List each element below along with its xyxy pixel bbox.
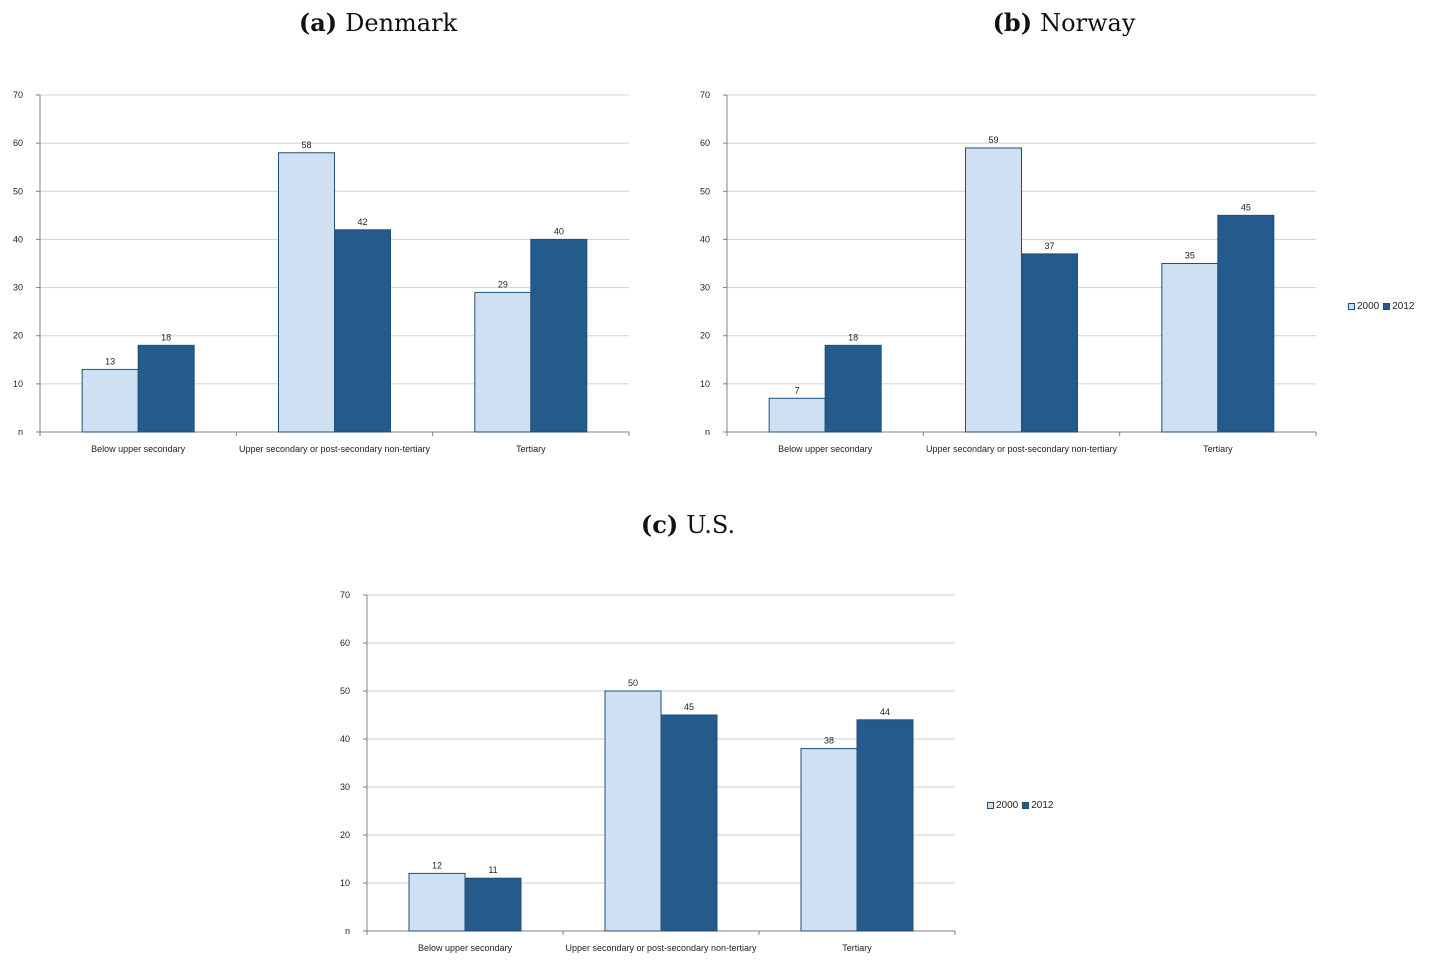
category-label: Upper secondary or post-secondary non-te… [565,943,757,953]
bar-2000 [768,397,826,433]
data-label: 11 [488,865,497,875]
legend-us: 2000 2012 [987,800,1058,811]
bar-2012 [1217,214,1275,433]
y-tick-label: 40 [340,734,350,744]
legend-norway: 2000 2012 [1348,301,1419,312]
bar-2000 [474,291,532,433]
y-tick-label: 10 [340,878,350,888]
data-label: 59 [988,135,998,145]
y-tick-label: 60 [700,138,710,148]
y-tick-label: 50 [13,186,23,196]
y-tick-label: 30 [13,283,23,293]
caption-title: Norway [1040,9,1136,37]
category-label: Below upper secondary [91,444,186,454]
y-tick-label: 40 [13,234,23,244]
data-label: 45 [1241,202,1251,212]
data-label: 44 [880,707,890,717]
bar-2000 [278,152,335,433]
data-label: 42 [357,217,367,227]
caption-title: U.S. [686,511,736,539]
category-label: Tertiary [1203,444,1233,454]
y-tick-label: 60 [13,138,23,148]
data-label: 45 [684,702,694,712]
bar-2012 [334,229,391,433]
data-label: 18 [848,332,858,342]
bar-2012 [530,238,588,433]
y-tick-label: 50 [340,686,350,696]
caption-letter: (a) [298,8,338,37]
y-tick-label: 10 [13,379,23,389]
bar-2000 [604,690,662,932]
legend-item-2000: 2000 [987,800,1018,811]
legend-swatch-2000 [987,802,994,809]
legend-label: 2012 [1031,800,1054,811]
bar-2000 [408,872,466,932]
caption-denmark: (a) Denmark [299,8,457,37]
caption-title: Denmark [345,9,458,37]
legend-swatch-2012 [1022,802,1030,809]
caption-us: (c) U.S. [641,510,735,539]
data-label: 29 [498,279,508,289]
legend-item-2012: 2012 [1022,800,1054,811]
legend-item-2000: 2000 [1348,301,1379,312]
bar-2000 [1161,263,1219,433]
bar-2012 [824,344,882,433]
category-label: Below upper secondary [418,943,513,953]
data-label: 12 [432,860,442,870]
data-label: 50 [628,678,638,688]
y-tick-label: n [345,926,350,936]
category-label: Tertiary [516,444,546,454]
bar-2012 [137,344,195,433]
y-tick-label: 50 [700,186,710,196]
data-label: 37 [1044,241,1054,251]
legend-label: 2000 [1357,301,1380,312]
category-label: Below upper secondary [778,444,873,454]
y-tick-label: 30 [340,782,350,792]
bar-2012 [856,719,914,932]
caption-letter: (b) [992,8,1033,37]
caption-norway: (b) Norway [993,8,1136,37]
category-label: Tertiary [842,943,872,953]
data-label: 40 [554,226,564,236]
data-label: 18 [161,332,171,342]
y-tick-label: 70 [13,90,23,100]
data-label: 35 [1185,251,1195,261]
y-tick-label: 40 [700,234,710,244]
y-tick-label: 70 [700,90,710,100]
y-tick-label: 70 [340,590,350,600]
data-label: 58 [301,140,311,150]
legend-label: 2000 [996,800,1019,811]
y-tick-label: 30 [700,283,710,293]
bar-2012 [464,877,522,932]
bar-2012 [1021,253,1078,433]
bar-2000 [81,368,139,433]
y-tick-label: 20 [340,830,350,840]
data-label: 7 [795,385,800,395]
y-tick-label: 60 [340,638,350,648]
category-label: Upper secondary or post-secondary non-te… [926,444,1118,454]
legend-item-2012: 2012 [1383,301,1415,312]
caption-letter: (c) [640,510,679,539]
category-label: Upper secondary or post-secondary non-te… [239,444,431,454]
y-tick-label: 20 [13,331,23,341]
y-tick-label: 10 [700,379,710,389]
data-label: 13 [105,356,115,366]
data-label: 38 [824,736,834,746]
bar-2000 [800,748,858,932]
y-tick-label: n [705,427,710,437]
legend-swatch-2000 [1348,303,1355,310]
legend-label: 2012 [1392,301,1415,312]
bar-2000 [965,147,1022,433]
y-tick-label: n [18,427,23,437]
bar-2012 [660,714,718,932]
legend-swatch-2012 [1383,303,1391,310]
y-tick-label: 20 [700,331,710,341]
